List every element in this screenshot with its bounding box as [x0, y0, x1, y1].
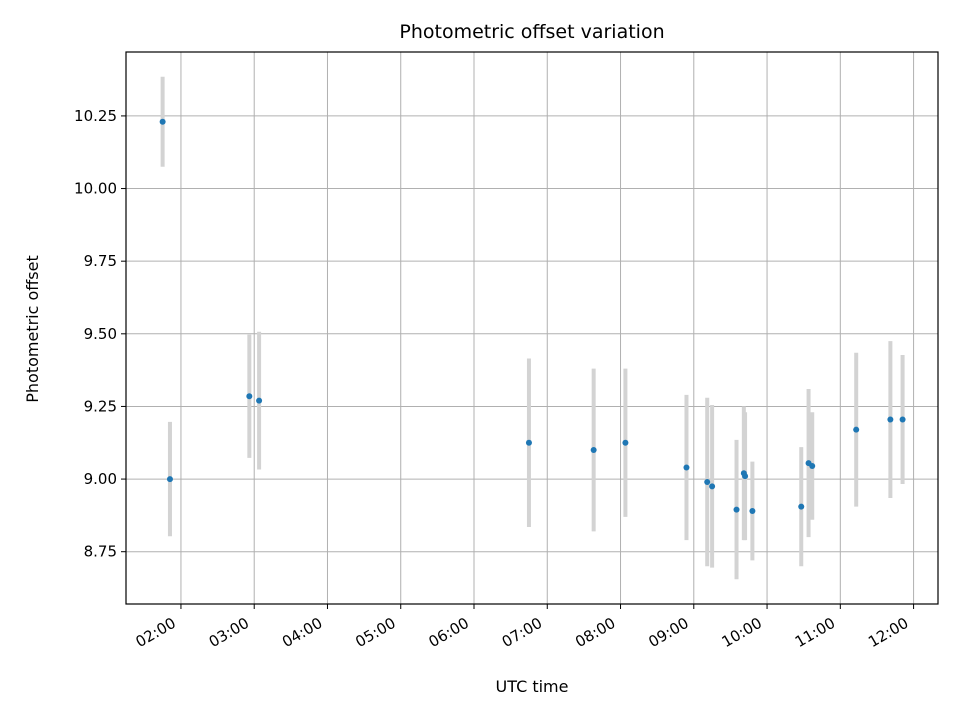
data-point — [246, 393, 253, 400]
data-point — [809, 463, 816, 469]
chart-title: Photometric offset variation — [399, 21, 664, 43]
data-point — [159, 118, 166, 125]
data-point — [704, 478, 711, 485]
y-tick-label: 9.00 — [84, 470, 117, 488]
data-point — [798, 503, 805, 510]
data-point — [683, 464, 690, 471]
y-axis-title: Photometric offset — [23, 255, 42, 403]
data-point — [709, 483, 716, 490]
x-axis-title: UTC time — [496, 677, 569, 696]
data-point — [590, 447, 597, 454]
data-point — [899, 416, 906, 423]
y-tick-label: 9.75 — [84, 252, 117, 270]
y-tick-label: 9.50 — [84, 325, 117, 343]
data-point — [733, 506, 740, 513]
data-points — [159, 118, 906, 515]
plot-frame — [125, 51, 939, 605]
data-point — [742, 473, 749, 480]
y-tick-label: 9.25 — [84, 397, 117, 415]
data-point — [853, 426, 860, 433]
data-point — [166, 476, 173, 483]
data-point — [887, 416, 894, 423]
y-tick-label: 10.25 — [74, 107, 117, 125]
data-point — [525, 439, 532, 446]
y-axis-ticks: 8.75 9.00 9.25 9.50 9.75 10.00 10.25 — [74, 107, 126, 561]
data-point — [749, 508, 756, 515]
y-tick-label: 10.00 — [74, 180, 117, 198]
data-point — [622, 439, 629, 446]
y-tick-label: 8.75 — [84, 543, 117, 561]
data-point — [256, 397, 263, 404]
